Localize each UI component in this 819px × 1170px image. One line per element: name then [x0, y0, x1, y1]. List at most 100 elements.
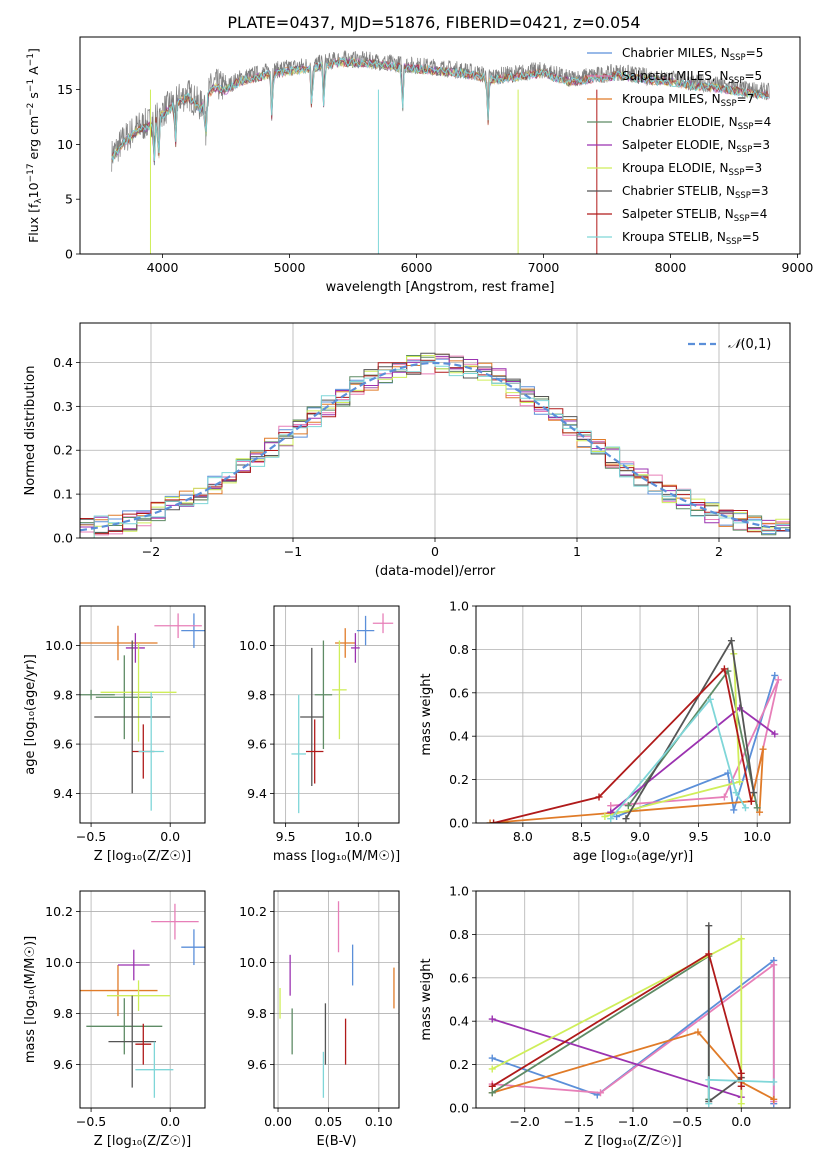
x-tick-label: 8.0	[513, 829, 533, 844]
legend-label: (0,1)	[740, 337, 771, 352]
y-tick-label: 9.4	[247, 786, 267, 801]
mass-weight-marker	[597, 1089, 605, 1097]
y-label-part: A	[26, 66, 41, 79]
x-tick-label: 10.0	[344, 829, 372, 844]
legend-entry: 𝒩(0,1)	[728, 337, 771, 352]
plot-area	[80, 903, 205, 1098]
mass-weight-line	[493, 667, 753, 823]
x-tick-label: 0.10	[365, 1114, 393, 1129]
plot-area	[80, 352, 790, 538]
legend-label: Salpeter ELODIE, N	[622, 138, 736, 152]
y-axis-label: Flux [fλ10−17 erg cm−2 s−1 A−1]	[26, 48, 44, 243]
legend-entry: Chabrier STELIB, NSSP=3	[622, 184, 769, 201]
y-label-part: 10	[26, 182, 41, 198]
mass-weight-marker	[488, 1065, 496, 1073]
y-label-part: −17	[26, 163, 36, 182]
y-tick-label: 10.2	[239, 904, 267, 919]
legend-count: =4	[750, 207, 768, 221]
mass-weight-marker	[732, 789, 740, 797]
legend-label: Salpeter MILES, N	[622, 69, 729, 83]
y-tick-label: 9.8	[53, 687, 73, 702]
mass-weight-marker	[771, 730, 779, 738]
axes-frame	[475, 890, 791, 1109]
y-tick-label: 0.3	[53, 399, 73, 414]
x-tick-label: −0.5	[76, 1114, 106, 1129]
mass-weight-marker	[759, 745, 767, 753]
y-tick-label: 10.0	[239, 638, 267, 653]
x-tick-label: 9.5	[689, 829, 709, 844]
legend-count: =3	[752, 138, 770, 152]
x-tick-label: 8000	[655, 260, 687, 275]
figure-title: PLATE=0437, MJD=51876, FIBERID=0421, z=0…	[227, 13, 640, 32]
x-tick-label: 9.5	[276, 829, 296, 844]
mass-weight-line	[610, 679, 780, 807]
x-tick-label: −1.5	[564, 1114, 594, 1129]
legend-entry: Chabrier ELODIE, NSSP=4	[622, 115, 771, 132]
y-tick-label: 1.0	[449, 884, 469, 899]
y-tick-label: 0.4	[449, 1014, 469, 1029]
x-axis-label: mass [log₁₀(M/M☉)]	[273, 849, 400, 864]
y-tick-label: 0.8	[449, 927, 469, 942]
legend-entry: Kroupa MILES, NSSP=7	[622, 92, 754, 109]
mass-weight-line	[491, 1018, 743, 1099]
legend-subscript: SSP	[738, 122, 754, 132]
normal-distribution-curve	[80, 361, 790, 532]
legend-entry: Kroupa STELIB, NSSP=5	[622, 230, 760, 247]
mass-weight-marker	[488, 1054, 496, 1062]
legend-count: =3	[751, 184, 769, 198]
mass-weight-marker	[488, 1089, 496, 1097]
x-tick-label: −0.5	[76, 829, 106, 844]
y-label-part: s	[26, 92, 41, 103]
mass-weight-line	[492, 963, 775, 1102]
legend-label: Kroupa STELIB, N	[622, 230, 726, 244]
mass-weight-marker	[730, 806, 738, 814]
x-axis-label: Z [log₁₀(Z/Z☉)]	[94, 1134, 191, 1149]
y-tick-label: 9.6	[53, 1057, 73, 1072]
mass-weight-marker	[770, 961, 778, 969]
mass-weight-marker	[741, 804, 749, 812]
model-spectrum-line	[111, 57, 769, 163]
weight-vs-age-panel: 8.0 8.5 9.0 9.5 10.0 0.0 0.2 0.4 0.6 0.8 1.0 age [l…	[419, 599, 791, 864]
legend-subscript: SSP	[729, 168, 745, 178]
x-tick-label: 1	[573, 544, 581, 559]
y-tick-label: 0.0	[449, 1101, 469, 1116]
plot-area	[111, 49, 770, 254]
mass-weight-marker	[737, 1100, 745, 1108]
y-axis-label: mass weight	[419, 958, 434, 1040]
mass-weight-marker	[753, 804, 761, 812]
y-axis-label: Normed distribution	[23, 366, 38, 496]
y-tick-label: 9.6	[53, 737, 73, 752]
mass-weight-marker	[694, 1028, 702, 1036]
y-tick-label: 9.8	[247, 1006, 267, 1021]
mass-weight-marker	[488, 1082, 496, 1090]
mass-weight-line	[491, 1030, 775, 1101]
mass-weight-marker	[607, 802, 615, 810]
x-tick-label: 8.5	[572, 829, 592, 844]
x-tick-label: 0.00	[264, 1114, 292, 1129]
legend-subscript: SSP	[730, 53, 746, 63]
x-axis-label: wavelength [Angstrom, rest frame]	[326, 280, 555, 295]
plot-area	[80, 613, 205, 811]
mass-weight-marker	[601, 812, 609, 820]
plot-area	[291, 613, 394, 814]
legend-label: Chabrier ELODIE, N	[622, 115, 738, 129]
y-tick-label: 0.6	[449, 685, 469, 700]
y-tick-label: 0.0	[449, 816, 469, 831]
mass-weight-marker	[705, 950, 713, 958]
x-tick-label: 0.0	[731, 1114, 751, 1129]
x-tick-label: 4000	[147, 260, 179, 275]
legend-entry: Salpeter STELIB, NSSP=4	[622, 207, 767, 224]
y-label-part: −2	[26, 103, 36, 116]
mass-weight-marker	[750, 789, 758, 797]
x-tick-label: −2	[142, 544, 160, 559]
y-label-part: −1	[26, 53, 36, 66]
legend-subscript: SSP	[729, 76, 745, 86]
y-label-part: λ	[34, 198, 44, 204]
weight-vs-metallicity-panel: −2.0 −1.5 −1.0 −0.5 0.0 0.0 0.2 0.4 0.6 0.8 1.0 Z […	[419, 884, 791, 1149]
mass-weight-marker	[727, 637, 735, 645]
mass-weight-line	[616, 675, 776, 818]
y-axis-label: mass weight	[419, 673, 434, 755]
y-tick-label: 0.4	[53, 355, 73, 370]
x-tick-label: 0.0	[160, 829, 180, 844]
